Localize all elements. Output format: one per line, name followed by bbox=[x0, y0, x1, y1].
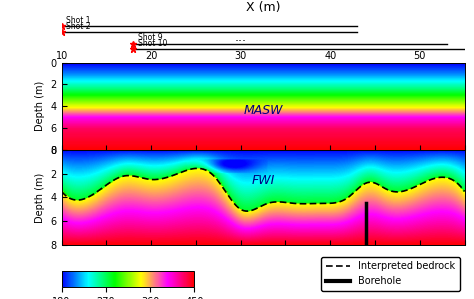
Text: Shot 1: Shot 1 bbox=[66, 16, 91, 25]
Text: 10: 10 bbox=[55, 51, 68, 61]
Y-axis label: Depth (m): Depth (m) bbox=[35, 81, 45, 131]
Text: 40: 40 bbox=[324, 51, 337, 61]
Text: 30: 30 bbox=[235, 51, 247, 61]
Text: ...: ... bbox=[235, 31, 246, 44]
Text: FWI: FWI bbox=[251, 174, 275, 187]
Text: X (m): X (m) bbox=[246, 1, 280, 14]
Y-axis label: Depth (m): Depth (m) bbox=[35, 172, 45, 222]
Text: MASW: MASW bbox=[243, 104, 283, 117]
Text: Shot 9: Shot 9 bbox=[138, 33, 163, 42]
Legend: Interpreted bedrock, Borehole: Interpreted bedrock, Borehole bbox=[321, 257, 460, 291]
Text: Shot 10: Shot 10 bbox=[138, 39, 167, 48]
Text: Shot 2: Shot 2 bbox=[66, 22, 91, 31]
Text: 50: 50 bbox=[414, 51, 426, 61]
Text: 20: 20 bbox=[145, 51, 157, 61]
